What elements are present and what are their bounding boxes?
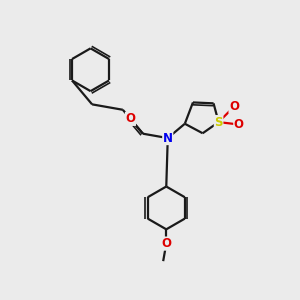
- Text: N: N: [163, 132, 173, 145]
- Text: O: O: [125, 112, 136, 125]
- Text: O: O: [229, 100, 239, 113]
- Text: S: S: [214, 116, 223, 129]
- Text: O: O: [161, 237, 171, 250]
- Text: O: O: [234, 118, 244, 131]
